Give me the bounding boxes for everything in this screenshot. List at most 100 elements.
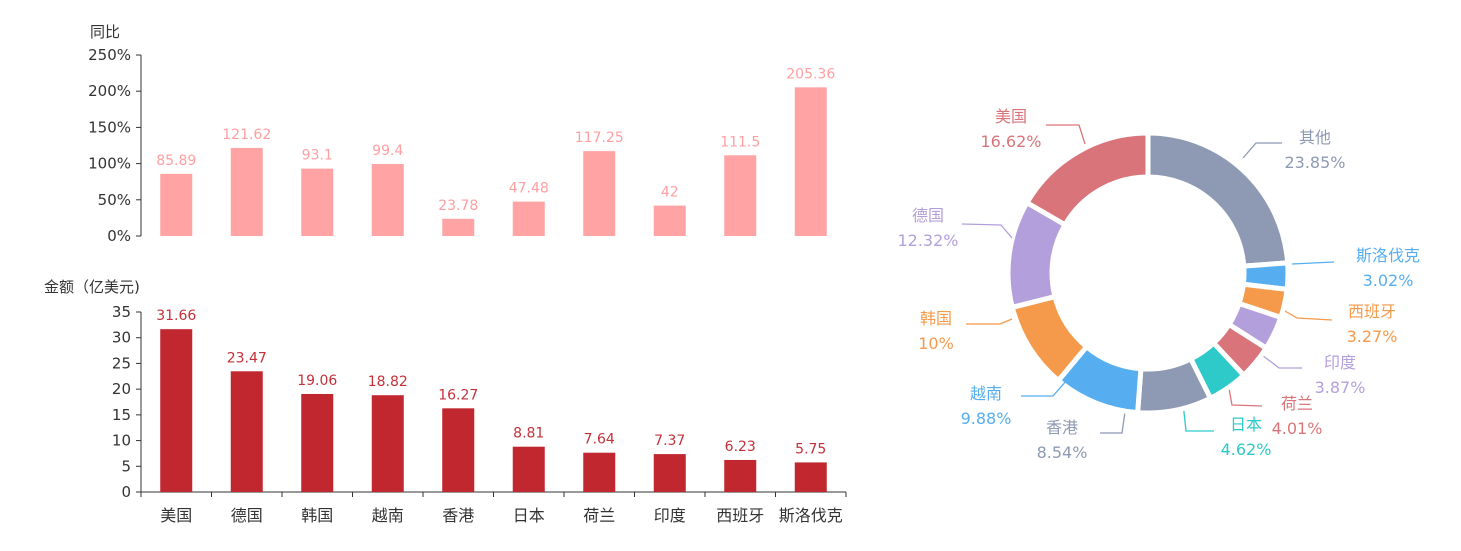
yoy-y-tick-label: 50% <box>98 191 131 209</box>
yoy-bar <box>230 147 263 236</box>
donut-slice-name-label: 美国 <box>995 107 1027 126</box>
yoy-bar <box>160 173 193 236</box>
amount-bar <box>653 454 686 492</box>
amount-y-axis-title: 金额（亿美元) <box>44 278 140 296</box>
donut-slice-percent-label: 3.27% <box>1347 327 1398 346</box>
yoy-bar-value-label: 42 <box>661 185 679 201</box>
amount-y-tick-label: 20 <box>112 380 131 398</box>
donut-slice-name-label: 越南 <box>970 384 1002 403</box>
donut-leader-line <box>1261 354 1302 369</box>
donut-leader-line <box>1242 142 1282 159</box>
amount-y-tick-label: 0 <box>121 483 131 501</box>
yoy-bar-value-label: 85.89 <box>156 153 196 169</box>
donut-leader-line <box>1100 411 1126 434</box>
donut-leader-line <box>1046 124 1086 145</box>
donut-slice-percent-label: 3.02% <box>1363 271 1414 290</box>
yoy-y-tick-label: 150% <box>88 118 131 136</box>
donut-slice <box>1024 130 1151 228</box>
yoy-bar-value-label: 93.1 <box>302 148 333 164</box>
amount-bar-value-label: 18.82 <box>368 374 408 390</box>
amount-y-tick-label: 35 <box>112 303 131 321</box>
yoy-bar-chart: 同比 0% 50% 100% 150% 200% 250% 85.89 121.62 93.1 99… <box>88 23 835 245</box>
donut-leader-line <box>1291 261 1335 265</box>
yoy-y-tick-label: 250% <box>88 46 131 64</box>
amount-bar-chart: 金额（亿美元) 0 5 10 15 20 25 30 35 31.66 美国 23.47 德国 19.06… <box>44 278 847 525</box>
amount-x-tick-label: 日本 <box>513 506 545 525</box>
yoy-bar <box>724 155 757 236</box>
donut-slice-name-label: 斯洛伐克 <box>1356 246 1420 265</box>
amount-bar <box>230 371 263 492</box>
donut-slice-percent-label: 10% <box>918 334 954 353</box>
donut-slice-percent-label: 16.62% <box>980 132 1041 151</box>
amount-bar-value-label: 7.64 <box>584 432 615 448</box>
donut-leader-line <box>1227 382 1263 407</box>
yoy-bar-value-label: 99.4 <box>372 143 403 159</box>
amount-y-tick-label: 5 <box>121 457 131 475</box>
yoy-y-axis-title: 同比 <box>90 23 120 41</box>
amount-y-tick-label: 25 <box>112 354 131 372</box>
donut-slice-name-label: 香港 <box>1046 418 1078 437</box>
amount-x-tick-label: 印度 <box>654 506 686 525</box>
donut-slice-name-label: 印度 <box>1324 353 1356 372</box>
amount-bar <box>301 393 334 492</box>
yoy-bar-value-label: 111.5 <box>720 134 760 150</box>
donut-slice-percent-label: 8.54% <box>1037 443 1088 462</box>
share-donut-chart: 其他 23.85% 斯洛伐克 3.02% 西班牙 3.27% 印度 3.87%荷兰 4.01% 日… <box>897 107 1420 462</box>
donut-slice-name-label: 西班牙 <box>1348 302 1396 321</box>
yoy-bar <box>653 205 686 236</box>
yoy-bar <box>301 168 334 236</box>
amount-bar-value-label: 8.81 <box>513 426 544 442</box>
amount-bar-value-label: 31.66 <box>156 308 196 324</box>
amount-bar <box>442 408 475 492</box>
amount-x-tick-label: 西班牙 <box>716 506 764 525</box>
amount-bar-value-label: 23.47 <box>227 350 267 366</box>
donut-slice-percent-label: 12.32% <box>897 231 958 250</box>
amount-x-tick-label: 荷兰 <box>583 506 615 525</box>
amount-x-tick-label: 韩国 <box>301 506 333 525</box>
yoy-y-tick-label: 200% <box>88 82 131 100</box>
amount-bar-value-label: 6.23 <box>725 439 756 455</box>
donut-leader-line <box>1021 379 1068 397</box>
amount-bar-value-label: 7.37 <box>654 433 685 449</box>
donut-leader-line <box>966 318 1013 325</box>
donut-slice-name-label: 德国 <box>912 206 944 225</box>
donut-slice-name-label: 其他 <box>1299 128 1331 147</box>
yoy-bar <box>794 87 827 236</box>
amount-bar <box>724 459 757 492</box>
yoy-bar-value-label: 205.36 <box>786 66 835 82</box>
amount-bar <box>794 462 827 492</box>
amount-bar <box>371 395 404 492</box>
donut-leader-line <box>1284 310 1333 321</box>
amount-bar-value-label: 19.06 <box>297 373 337 389</box>
donut-slice <box>1145 130 1291 269</box>
yoy-bar-value-label: 121.62 <box>222 127 271 143</box>
donut-slice-percent-label: 23.85% <box>1284 153 1345 172</box>
amount-y-tick-label: 15 <box>112 406 131 424</box>
donut-leader-line <box>961 223 1013 239</box>
amount-bar-value-label: 5.75 <box>795 441 826 457</box>
donut-slice-percent-label: 3.87% <box>1315 378 1366 397</box>
yoy-y-tick-label: 0% <box>107 227 131 245</box>
yoy-y-tick-label: 100% <box>88 155 131 173</box>
amount-x-tick-label: 美国 <box>160 506 192 525</box>
yoy-bar <box>371 164 404 236</box>
yoy-bar <box>512 201 545 236</box>
amount-bar-value-label: 16.27 <box>438 387 478 403</box>
yoy-bar-value-label: 47.48 <box>509 181 549 197</box>
amount-bar <box>512 446 545 492</box>
amount-x-tick-label: 斯洛伐克 <box>779 506 843 525</box>
yoy-bar-value-label: 117.25 <box>575 130 624 146</box>
donut-slice-percent-label: 4.01% <box>1272 419 1323 438</box>
donut-slice-name-label: 荷兰 <box>1281 394 1313 413</box>
amount-bar <box>583 452 616 492</box>
amount-x-tick-label: 越南 <box>372 506 404 525</box>
amount-bar <box>160 329 193 492</box>
amount-x-tick-label: 德国 <box>231 506 263 525</box>
donut-slice-percent-label: 4.62% <box>1221 440 1272 459</box>
donut-slice-percent-label: 9.88% <box>961 409 1012 428</box>
yoy-bar <box>442 218 475 236</box>
yoy-bar <box>583 151 616 236</box>
donut-leader-line <box>1182 402 1214 432</box>
